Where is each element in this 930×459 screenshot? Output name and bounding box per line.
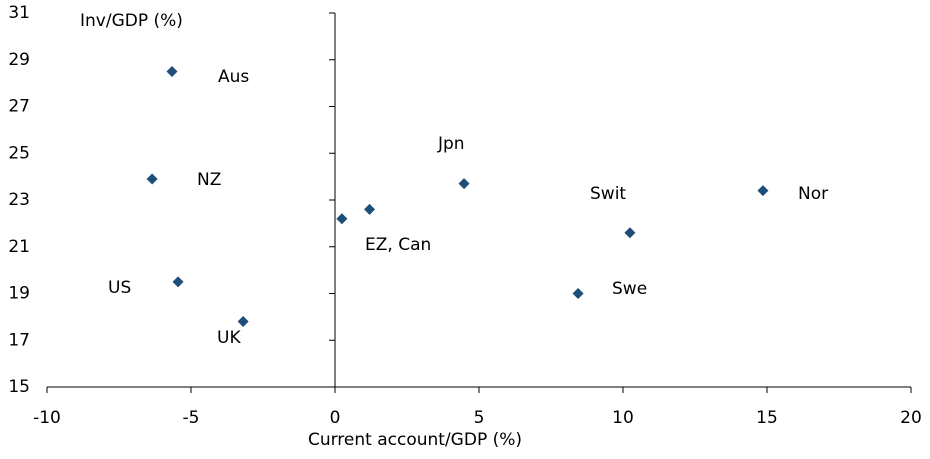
point [364, 203, 376, 215]
x-tick-label: -10 [33, 408, 61, 428]
annotation: Jpn [437, 134, 465, 154]
y-axis-label: Inv/GDP (%) [80, 11, 183, 31]
point [146, 173, 158, 185]
x-tick-label: 15 [756, 408, 778, 428]
point [757, 185, 769, 197]
x-tick-label: 10 [612, 408, 634, 428]
x-tick-label: 20 [900, 408, 922, 428]
x-tick-label: 0 [330, 408, 341, 428]
x-tick-label: 5 [474, 408, 485, 428]
annotation: Nor [798, 184, 828, 204]
annotation: Swe [612, 279, 647, 299]
y-tick-label: 25 [8, 143, 30, 163]
annotation: UK [217, 328, 241, 348]
y-tick-label: 31 [8, 3, 30, 23]
y-tick-label: 23 [8, 190, 30, 210]
annotation: Aus [218, 67, 249, 87]
y-tick-label: 29 [8, 50, 30, 70]
point [624, 227, 636, 239]
point [336, 213, 348, 225]
y-tick-label: 19 [8, 284, 30, 304]
point [166, 65, 178, 77]
y-tick-label: 21 [8, 237, 30, 257]
y-tick-label: 17 [8, 330, 30, 350]
x-axis-label: Current account/GDP (%) [308, 430, 522, 450]
point [572, 288, 584, 299]
annotation: EZ, Can [365, 235, 431, 255]
y-tick-label: 15 [8, 377, 30, 397]
annotation: NZ [197, 170, 221, 190]
annotation: US [108, 278, 131, 298]
point [237, 316, 249, 328]
point [458, 178, 470, 190]
point [172, 276, 184, 288]
x-tick-label: -5 [183, 408, 200, 428]
annotation: Swit [590, 184, 626, 204]
y-tick-label: 27 [8, 97, 30, 117]
